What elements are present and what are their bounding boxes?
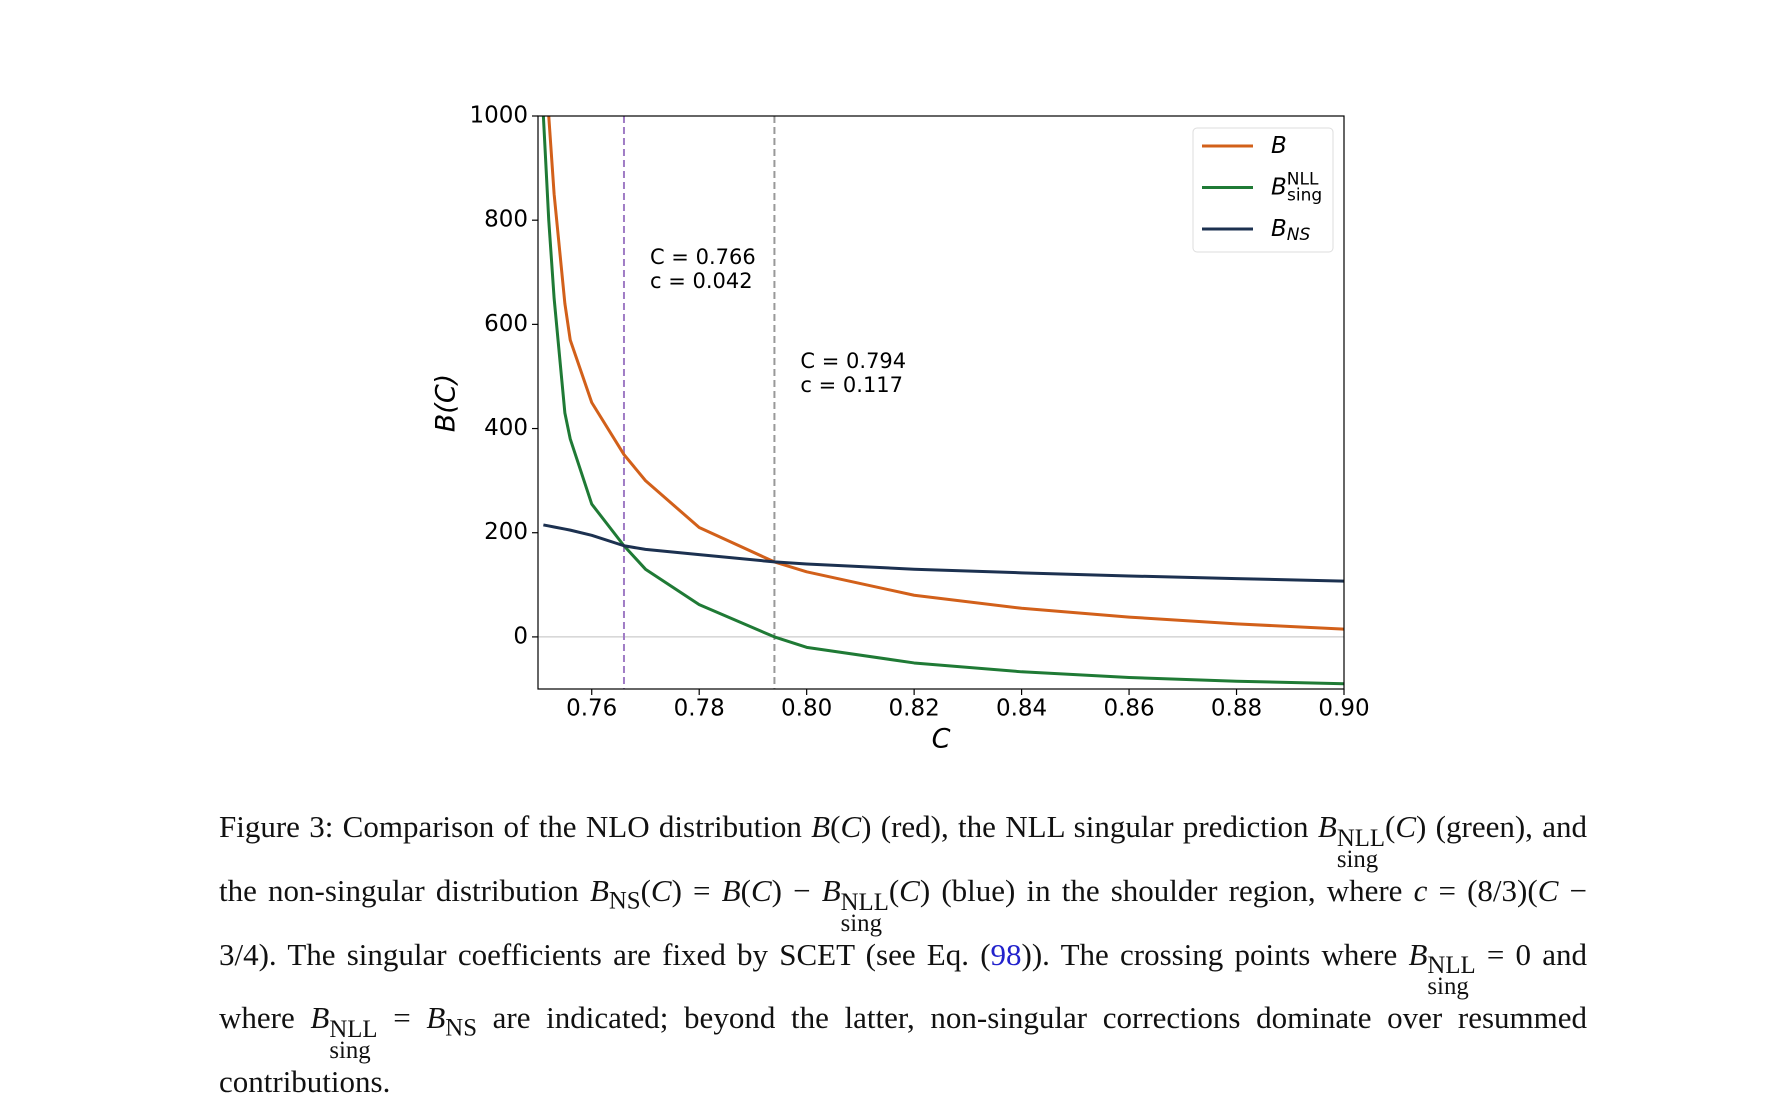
caption-link[interactable]: 98 (990, 936, 1022, 972)
caption-text: = (377, 1000, 427, 1036)
caption-sup: NLL (1336, 824, 1386, 852)
caption-text: = 0 and where (219, 936, 1587, 1036)
caption-text: B (811, 809, 831, 844)
crossing-annotation: c = 0.117 (800, 373, 903, 397)
x-tick-label: 0.88 (1211, 696, 1262, 722)
y-tick-label: 800 (484, 207, 528, 233)
caption-text: C (650, 872, 672, 908)
y-tick-label: 1000 (469, 103, 528, 129)
x-tick-label: 0.90 (1318, 696, 1369, 722)
x-axis-label: C (932, 724, 951, 755)
caption-sup: NLL (329, 1016, 378, 1044)
caption-text: ( (1385, 809, 1396, 844)
crossing-annotation: C = 0.766 (650, 245, 756, 269)
x-tick-label: 0.76 (566, 696, 617, 722)
caption-text: B (1408, 936, 1428, 972)
caption-text: )). The crossing points where (1021, 936, 1409, 972)
caption-sup: NLL (840, 888, 889, 916)
x-tick-label: 0.84 (996, 696, 1047, 722)
caption-text: C (899, 872, 920, 908)
caption-text: ( (888, 872, 900, 908)
caption-text: B (589, 872, 609, 908)
page: {"chart_data": {"type": "line", "xlabel"… (219, 102, 1588, 1100)
caption-supsub: NLL sing (329, 1016, 378, 1065)
legend-label: BNS (1271, 216, 1310, 246)
caption-sub: sing (840, 909, 882, 937)
y-tick-label: 400 (484, 415, 528, 441)
caption-text: B (426, 1000, 446, 1036)
series-line (543, 523, 1344, 583)
caption-text: B (1317, 809, 1337, 844)
caption-text: C (1537, 872, 1559, 908)
caption-sub: sing (329, 1037, 371, 1065)
caption-supsub: NLL sing (1336, 824, 1386, 873)
legend-sub: NS (1287, 225, 1311, 245)
y-tick-label: 200 (484, 519, 528, 545)
caption-text: NS (445, 1014, 477, 1042)
caption-text: C (1395, 809, 1417, 844)
x-tick-label: 0.86 (1103, 696, 1154, 722)
caption-text: ( (830, 809, 841, 844)
legend-label: B (1271, 133, 1287, 159)
caption-text: ) = (671, 872, 722, 908)
caption-sup: NLL (1427, 952, 1476, 980)
x-tick-label: 0.82 (889, 696, 940, 722)
x-tick-label: 0.80 (781, 696, 832, 722)
caption-text: B (821, 872, 841, 908)
crossing-annotation: c = 0.042 (650, 269, 753, 293)
caption-text: ) (red), the NLL singular prediction (861, 809, 1318, 844)
y-tick-label: 600 (484, 311, 528, 337)
caption-text: ( (640, 872, 651, 908)
caption-text: C (840, 809, 862, 844)
caption-text: ) − (771, 872, 822, 908)
caption-text: c (1413, 872, 1428, 908)
caption-text: C (750, 872, 772, 908)
caption-text: = (8/3)( (1427, 872, 1538, 908)
caption-sub: sing (1427, 973, 1469, 1001)
legend-name: B (1271, 216, 1287, 242)
caption-text: ( (740, 872, 751, 908)
legend-name: B (1271, 174, 1287, 200)
caption-text: ) (blue) in the shoulder region, where (919, 872, 1414, 908)
caption-supsub: NLL sing (1427, 952, 1476, 1001)
caption-text: Figure 3: Comparison of the NLO distribu… (219, 809, 812, 844)
legend-box (1192, 127, 1334, 253)
caption-sub: sing (1336, 845, 1379, 873)
series-line (547, 116, 1344, 631)
caption-text: B (310, 1000, 330, 1036)
caption-supsub: NLL sing (840, 888, 889, 937)
caption-text: − 3/4). The singular coefficients are fi… (219, 872, 1587, 972)
crossing-annotation: C = 0.794 (800, 349, 906, 373)
series-line (541, 116, 1344, 686)
plot-frame (537, 115, 1345, 690)
legend-label: BNLL sing (1271, 170, 1322, 206)
caption-text: ) (green), and the non-singular distribu… (219, 809, 1587, 908)
x-tick-label: 0.78 (674, 696, 725, 722)
y-axis-label: B(C) (431, 374, 462, 432)
caption-text: B (721, 872, 741, 908)
legend-sub: sing (1287, 186, 1322, 206)
legend-name: B (1271, 133, 1287, 159)
caption-text: NS (608, 887, 641, 915)
y-tick-label: 0 (513, 623, 528, 649)
figure-caption: Figure 3: Comparison of the NLO distribu… (219, 806, 1587, 1102)
legend-sup: NLL (1287, 170, 1319, 190)
